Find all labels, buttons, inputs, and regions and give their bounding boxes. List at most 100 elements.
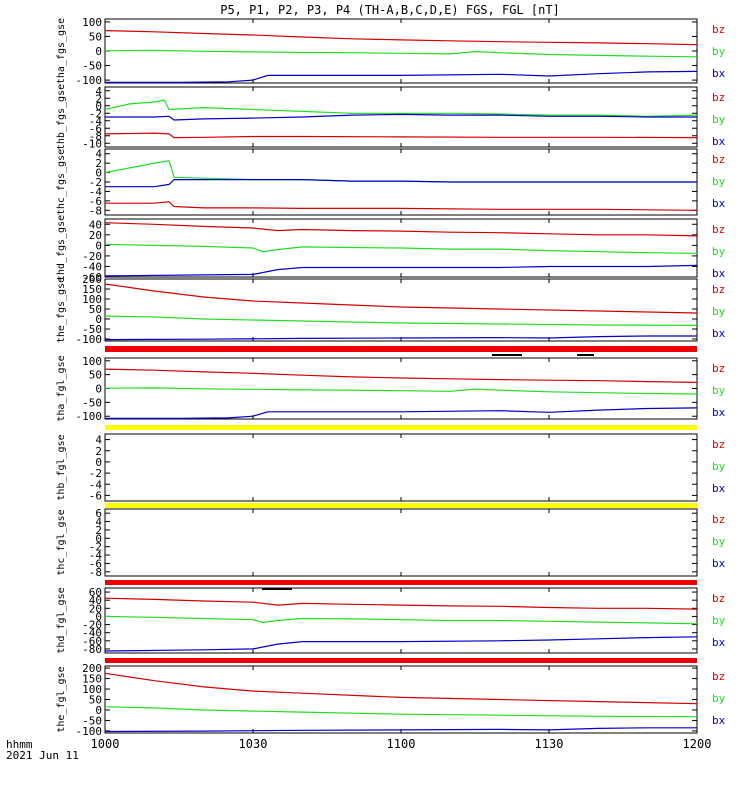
y-tick-label: 0: [95, 456, 102, 469]
y-tick-label: 100: [82, 683, 102, 696]
x-axis-corner-label: hhmm: [6, 738, 33, 751]
y-tick-label: -6: [89, 195, 102, 208]
y-tick-label: 0: [95, 100, 102, 113]
y-axis-label: tha_fgl_gse: [56, 355, 67, 421]
y-tick-label: 50: [89, 369, 102, 382]
y-tick-label: 2: [95, 92, 102, 105]
y-tick-label: -20: [82, 619, 102, 632]
y-tick-label: 200: [82, 273, 102, 286]
series-bz-line: [105, 132, 697, 139]
y-tick-label: -6: [89, 557, 102, 570]
legend-bz: bz: [712, 592, 725, 605]
legend-bx: bx: [712, 482, 726, 495]
status-bar-5: [105, 658, 697, 663]
status-bars: [105, 346, 697, 663]
y-tick-label: 150: [82, 673, 102, 686]
panel-thb_fgl_gse: 420-2-4-6 thb_fgl_gse bz by bx: [56, 433, 726, 502]
y-tick-label: 150: [82, 283, 102, 296]
y-tick-label: 20: [89, 229, 102, 242]
x-tick-label: 1000: [91, 737, 120, 751]
legend-by: by: [712, 113, 726, 126]
legend-bx: bx: [712, 67, 726, 80]
x-axis: 1000 1030 1100 1130 1200: [91, 737, 712, 751]
y-tick-label: 0: [95, 704, 102, 717]
y-tick-label: 4: [95, 85, 102, 98]
y-tick-label: -2: [89, 176, 102, 189]
legend-bx: bx: [712, 267, 726, 280]
series-bz-line: [105, 283, 697, 314]
legend-bz: bz: [712, 223, 725, 236]
y-tick-label: -4: [89, 478, 103, 491]
y-tick-label: -4: [89, 185, 103, 198]
y-tick-label: -2: [89, 541, 102, 554]
legend-by: by: [712, 175, 726, 188]
series-bz-line: [105, 597, 697, 610]
legend-by: by: [712, 384, 726, 397]
y-tick-label: 4: [95, 516, 102, 529]
series-bz-line: [105, 672, 697, 705]
panel-thb_fgs_gse: 420-2-4-6-8-10 thb_fgs_gse bz by bx: [56, 84, 726, 150]
series-bx-line: [105, 636, 697, 652]
panel-frame: [104, 665, 698, 734]
x-tick-label: 1100: [387, 737, 416, 751]
legend-by: by: [712, 460, 726, 473]
y-tick-label: -8: [89, 130, 102, 143]
legend-bz: bz: [712, 362, 725, 375]
status-bar-3: [105, 503, 697, 508]
y-tick-label: 6: [95, 507, 102, 520]
legend-bz: bz: [712, 153, 725, 166]
series-by-line: [105, 99, 697, 117]
y-tick-label: -60: [82, 635, 102, 648]
y-tick-label: 50: [89, 303, 102, 316]
y-tick-label: -100: [76, 333, 103, 346]
y-tick-label: 40: [89, 218, 102, 231]
status-bar-1: [105, 346, 697, 352]
panel-frame: [104, 508, 698, 577]
legend-bz: bz: [712, 23, 725, 36]
legend-bx: bx: [712, 714, 726, 727]
y-tick-label: 0: [95, 167, 102, 180]
y-tick-label: 100: [82, 16, 102, 29]
series-bz-line: [105, 30, 697, 46]
status-segment-1: [492, 354, 522, 356]
y-tick-label: -8: [89, 566, 102, 579]
y-axis-label: thb_fgl_gse: [56, 434, 67, 500]
panel-frame: [104, 587, 698, 654]
series-by-line: [105, 706, 697, 718]
y-tick-label: -20: [82, 250, 102, 263]
legend-bx: bx: [712, 636, 726, 649]
status-bar-4: [105, 580, 697, 585]
y-tick-label: 20: [89, 602, 102, 615]
series-bx-line: [105, 264, 697, 277]
x-tick-label: 1130: [535, 737, 564, 751]
series-bx-line: [105, 335, 697, 341]
y-tick-label: 2: [95, 445, 102, 458]
y-tick-label: 50: [89, 694, 102, 707]
y-tick-label: -80: [82, 643, 102, 656]
y-tick-label: -4: [89, 115, 103, 128]
y-tick-label: -100: [76, 725, 103, 738]
y-tick-label: 0: [95, 239, 102, 252]
y-tick-label: -100: [76, 410, 103, 423]
chart-title: P5, P1, P2, P3, P4 (TH-A,B,C,D,E) FGS, F…: [220, 3, 560, 17]
y-tick-label: -50: [82, 396, 102, 409]
y-tick-label: 40: [89, 594, 102, 607]
series-bx-line: [105, 407, 697, 419]
series-by-line: [105, 49, 697, 58]
y-tick-label: 0: [95, 313, 102, 326]
legend-by: by: [712, 245, 726, 258]
y-axis-label: thd_fgl_gse: [56, 587, 67, 653]
x-tick-label: 1200: [683, 737, 712, 751]
y-tick-label: 2: [95, 524, 102, 537]
y-axis-label: thc_fgl_gse: [56, 509, 67, 575]
y-axis-label: thd_fgs_gse: [56, 215, 67, 281]
series-bz-line: [105, 201, 697, 211]
